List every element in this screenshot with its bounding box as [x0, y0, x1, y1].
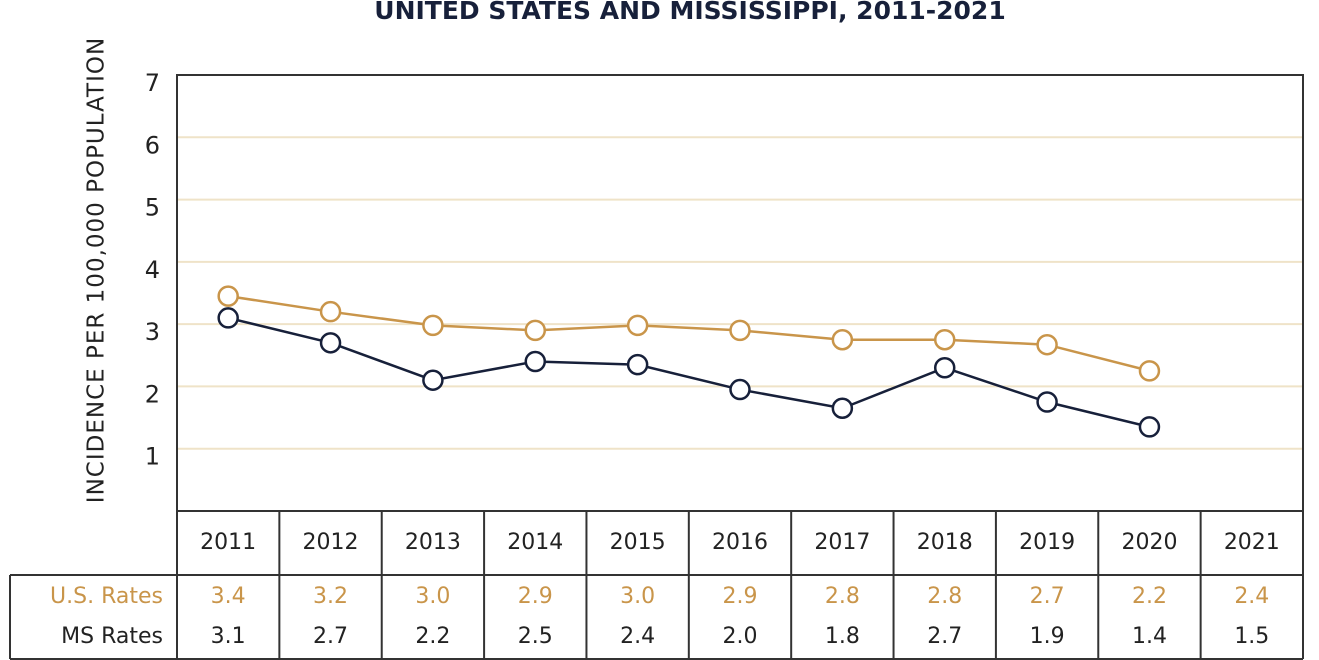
table-cell: 2.4	[620, 624, 655, 649]
table-cell: 3.0	[415, 584, 450, 609]
table-cell: 3.1	[211, 624, 246, 649]
table-cell: 1.5	[1234, 624, 1269, 649]
x-tick-label: 2021	[1224, 530, 1280, 555]
data-point	[1138, 416, 1161, 438]
data-point	[319, 332, 342, 354]
data-point	[524, 350, 547, 373]
y-axis-label: INCIDENCE PER 100,000 POPULATION	[84, 37, 110, 503]
data-point	[729, 378, 751, 401]
data-point	[933, 356, 956, 379]
data-point	[524, 319, 547, 342]
table-cell: 2.4	[1234, 584, 1269, 609]
data-point	[1036, 391, 1058, 413]
table-cell: 1.4	[1132, 624, 1167, 649]
chart-title: UNITED STATES AND MISSISSIPPI, 2011-2021	[374, 0, 1005, 25]
data-point	[626, 353, 649, 376]
table-cell: 2.2	[1132, 584, 1167, 609]
table-cell: 3.0	[620, 584, 655, 609]
data-point	[729, 319, 751, 342]
x-tick-label: 2014	[507, 530, 563, 555]
y-tick-label: 1	[145, 443, 160, 471]
plot-frame	[176, 74, 1304, 512]
x-tick-label: 2015	[610, 530, 666, 555]
table-cell: 2.9	[723, 584, 758, 609]
row-label: U.S. Rates	[50, 584, 163, 609]
table-cell: 3.2	[313, 584, 348, 609]
data-point	[1138, 360, 1161, 382]
x-tick-label: 2011	[200, 530, 256, 555]
table-cell: 2.7	[313, 624, 348, 649]
series-line	[227, 294, 1150, 373]
x-tick-label: 2017	[814, 530, 870, 555]
data-point	[319, 300, 342, 323]
table-cell: 1.8	[825, 624, 860, 649]
data-point	[422, 369, 444, 391]
y-tick-label: 2	[145, 380, 160, 408]
data-point	[831, 397, 854, 419]
table-cell: 3.4	[211, 584, 246, 609]
row-label: MS Rates	[61, 624, 163, 649]
series-line	[227, 316, 1150, 429]
y-tick-label: 7	[145, 69, 160, 97]
y-tick-label: 6	[145, 131, 160, 159]
x-tick-label: 2018	[917, 530, 973, 555]
table-cell: 2.8	[927, 584, 962, 609]
y-tick-label: 3	[145, 318, 160, 346]
data-point	[217, 307, 239, 329]
data-point	[422, 314, 444, 337]
table-cell: 2.2	[415, 624, 450, 649]
table-cell: 2.7	[1030, 584, 1065, 609]
data-point	[1036, 333, 1058, 356]
data-point	[933, 328, 956, 351]
table-cell: 2.8	[825, 584, 860, 609]
x-tick-label: 2019	[1019, 530, 1075, 555]
table-cell: 2.0	[723, 624, 758, 649]
x-tick-label: 2012	[303, 530, 359, 555]
x-tick-label: 2016	[712, 530, 768, 555]
y-tick-label: 4	[145, 256, 160, 284]
table-cell: 1.9	[1030, 624, 1065, 649]
x-tick-label: 2020	[1121, 530, 1177, 555]
table-cell: 2.9	[518, 584, 553, 609]
table-cell: 2.7	[927, 624, 962, 649]
data-point	[217, 285, 239, 307]
data-point	[831, 328, 854, 351]
y-tick-label: 5	[145, 194, 160, 222]
x-tick-label: 2013	[405, 530, 461, 555]
data-point	[626, 314, 649, 337]
table-cell: 2.5	[518, 624, 553, 649]
